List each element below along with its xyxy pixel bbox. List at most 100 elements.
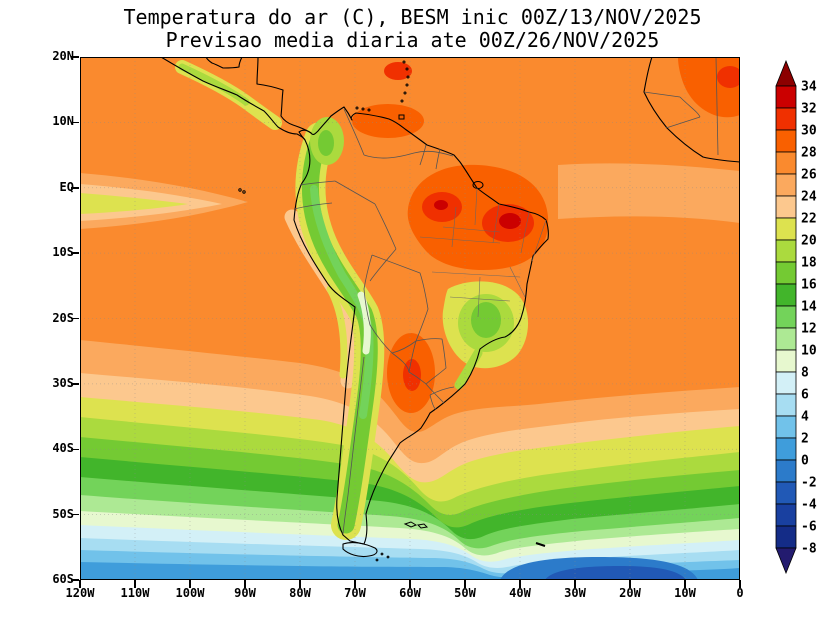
y-axis-tick <box>71 579 79 581</box>
x-axis-label: 100W <box>175 586 205 600</box>
colorbar-arrow-up <box>775 59 797 87</box>
x-axis-label: 90W <box>234 586 256 600</box>
y-axis-tick <box>71 513 79 516</box>
y-axis-tick <box>71 448 79 450</box>
x-axis-label: 40W <box>509 586 531 600</box>
colorbar-segment <box>775 481 797 505</box>
colorbar-segment <box>775 525 797 549</box>
colorbar-segment <box>775 151 797 175</box>
y-axis-label: 10S <box>52 245 74 260</box>
x-axis-label: 0 <box>736 586 744 600</box>
colorbar-segment <box>775 129 797 153</box>
x-axis-label: 60W <box>399 586 421 600</box>
colorbar-segment <box>775 437 797 461</box>
x-axis-tick <box>354 580 356 588</box>
y-axis-label: 50S <box>52 506 74 521</box>
colorbar-segment <box>775 459 797 483</box>
x-axis-tick <box>79 580 81 588</box>
colorbar-label: 4 <box>801 410 809 425</box>
x-axis-label: 110W <box>120 586 150 600</box>
x-axis-tick <box>409 580 411 588</box>
colorbar-label: -2 <box>801 476 817 491</box>
y-axis-tick <box>71 187 79 189</box>
x-axis-label: 50W <box>454 586 476 600</box>
colorbar-label: 34 <box>801 80 817 95</box>
colorbar-label: 26 <box>801 168 817 183</box>
colorbar-segment <box>775 261 797 285</box>
y-axis-tick <box>71 252 79 254</box>
colorbar-arrow-down <box>775 547 797 575</box>
x-axis-label: 30W <box>564 586 586 600</box>
colorbar-label: 8 <box>801 366 809 381</box>
y-axis-tick <box>71 383 79 385</box>
x-axis-label: 20W <box>619 586 641 600</box>
colorbar-segment <box>775 371 797 395</box>
colorbar-label: 0 <box>801 454 809 469</box>
coastline <box>160 57 740 558</box>
colorbar-segment <box>775 107 797 131</box>
y-axis-label: 60S <box>52 572 74 586</box>
colorbar-segment <box>775 85 797 109</box>
colorbar-segment <box>775 283 797 307</box>
colorbar-label: 12 <box>801 322 817 337</box>
x-axis-tick <box>189 580 191 588</box>
colorbar-label: 24 <box>801 190 817 205</box>
colorbar-label: 6 <box>801 388 809 403</box>
colorbar-label: -6 <box>801 520 817 535</box>
x-axis-label: 10W <box>674 586 696 600</box>
colorbar-segment <box>775 393 797 417</box>
colorbar-label: 18 <box>801 256 817 271</box>
colorbar-label: 2 <box>801 432 809 447</box>
x-axis-tick <box>574 580 576 588</box>
x-axis-label: 120W <box>65 586 95 600</box>
y-axis-label: 30S <box>52 375 74 390</box>
islands <box>238 60 546 562</box>
x-axis-tick <box>739 580 741 588</box>
colorbar-label: 16 <box>801 278 817 293</box>
colorbar-label: 28 <box>801 146 817 161</box>
colorbar-segment <box>775 217 797 241</box>
colorbar-segment <box>775 349 797 373</box>
colorbar-label: 32 <box>801 102 817 117</box>
y-axis-tick <box>71 121 79 124</box>
country-borders <box>293 57 719 535</box>
y-axis-label: EQ <box>59 179 74 194</box>
x-axis-tick <box>519 580 521 588</box>
y-axis-tick <box>71 317 79 320</box>
colorbar-label: 22 <box>801 212 817 227</box>
title-line-2: Previsao media diaria ate 00Z/26/NOV/202… <box>165 28 660 52</box>
colorbar-label: 20 <box>801 234 817 249</box>
map-plot-area <box>80 57 740 580</box>
colorbar-segment <box>775 305 797 329</box>
x-axis-tick <box>464 580 466 588</box>
temperature-map-svg <box>80 57 740 580</box>
x-axis-label: 70W <box>344 586 366 600</box>
state-borders <box>419 187 547 318</box>
x-axis-tick <box>244 580 246 588</box>
colorbar-label: 30 <box>801 124 817 139</box>
colorbar-segment <box>775 195 797 219</box>
x-axis-tick <box>299 580 301 588</box>
colorbar-label: 10 <box>801 344 817 359</box>
colorbar-label: -4 <box>801 498 817 513</box>
x-axis-label: 80W <box>289 586 311 600</box>
y-axis-label: 40S <box>52 441 74 456</box>
y-axis-label: 20N <box>52 49 74 63</box>
colorbar-segment <box>775 327 797 351</box>
colorbar-label: 14 <box>801 300 817 315</box>
y-axis-label: 10N <box>52 114 74 129</box>
x-axis-tick <box>629 580 631 588</box>
colorbar-segment <box>775 239 797 263</box>
title-line-1: Temperatura do ar (C), BESM inic 00Z/13/… <box>123 5 702 29</box>
colorbar-label: -8 <box>801 542 817 557</box>
y-axis-label: 20S <box>52 310 74 325</box>
colorbar-segment <box>775 503 797 527</box>
y-axis-tick <box>71 56 79 58</box>
colorbar-segment <box>775 415 797 439</box>
colorbar: 34 32 30 28 26 24 22 20 18 16 14 12 10 8 6 4 2 0 -2 -4 -6 -8 <box>774 59 825 575</box>
x-axis-tick <box>134 580 136 588</box>
colorbar-segment <box>775 173 797 197</box>
x-axis-tick <box>684 580 686 588</box>
